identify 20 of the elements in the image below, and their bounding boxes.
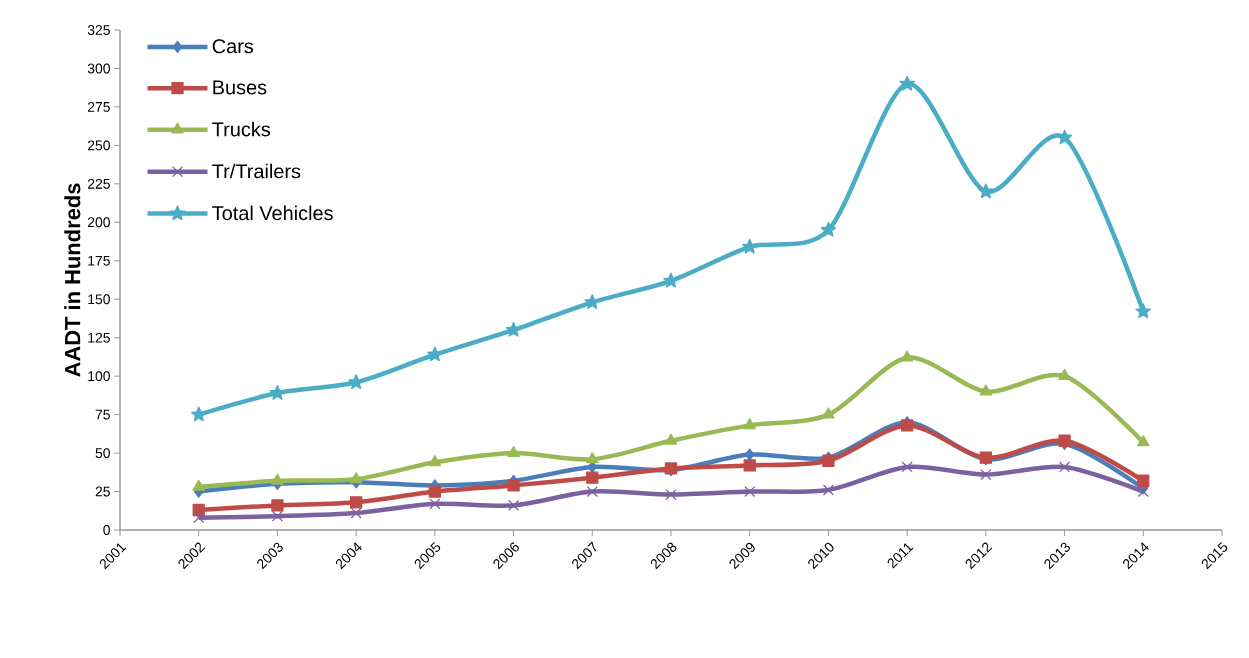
- y-tick-label: 25: [95, 486, 110, 497]
- y-tick-label: 150: [88, 294, 110, 305]
- y-tick-label: 275: [87, 101, 110, 112]
- legend-label: Tr/Trailers: [212, 163, 301, 179]
- legend-label: Cars: [212, 39, 254, 54]
- y-tick-label: 250: [87, 140, 110, 151]
- y-tick-label: 200: [87, 217, 110, 228]
- y-tick-label: 100: [88, 371, 110, 382]
- y-tick-label: 75: [95, 409, 110, 420]
- y-tick-label: 125: [88, 332, 110, 343]
- y-axis-title: AADT in Hundreds: [64, 183, 81, 377]
- y-tick-label: 50: [95, 448, 110, 459]
- y-tick-label: 0: [103, 525, 110, 535]
- y-tick-label: 175: [88, 255, 110, 266]
- legend-label: Total Vehicles: [212, 205, 333, 221]
- legend-label: Buses: [213, 80, 267, 95]
- y-tick-label: 300: [87, 63, 110, 74]
- legend-label: Trucks: [212, 121, 271, 137]
- y-tick-label: 325: [87, 25, 110, 35]
- y-tick-label: 225: [87, 178, 110, 189]
